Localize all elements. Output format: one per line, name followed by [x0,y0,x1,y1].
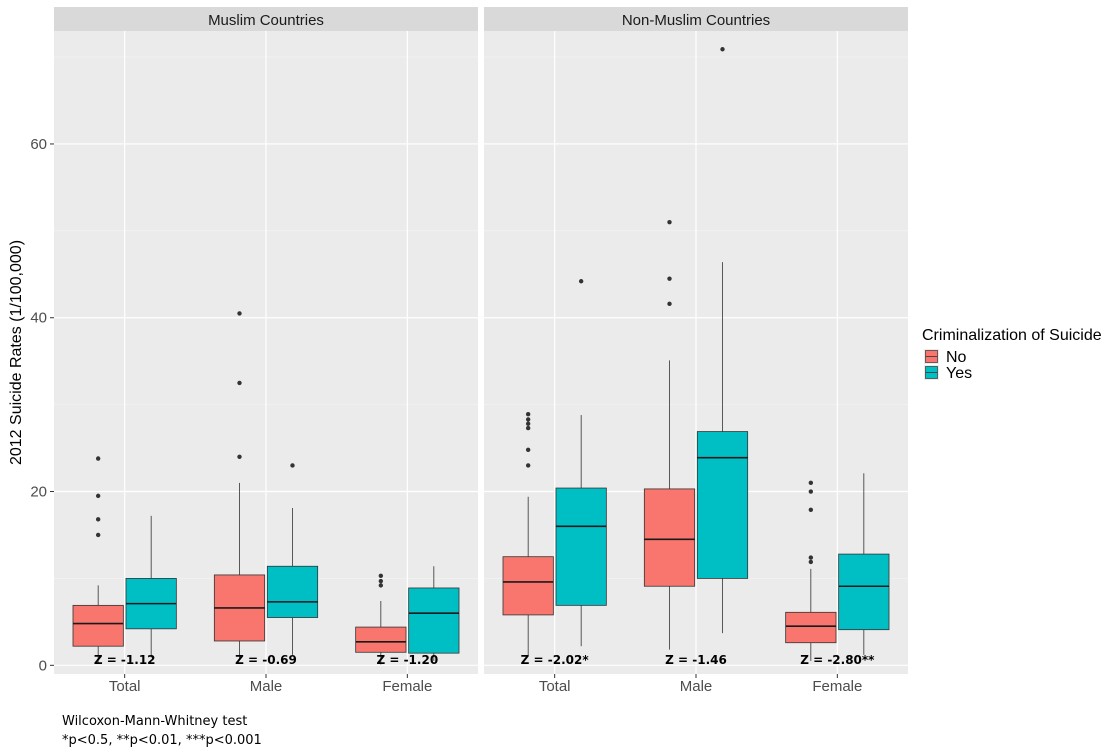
x-tick-label: Male [680,678,713,695]
outlier-point [95,532,101,538]
caption: Wilcoxon-Mann-Whitney test *p<0.5, **p<0… [62,712,262,750]
outlier-point [378,583,384,588]
z-statistic-label: Z = -2.02* [521,653,590,667]
outlier-point [808,559,814,565]
facet-title: Muslim Countries [208,12,324,29]
outlier-point [95,493,101,499]
caption-significance-legend: *p<0.5, **p<0.01, ***p<0.001 [62,733,262,748]
outlier-point [667,276,672,281]
box-no [72,604,124,647]
legend-label-no: No [946,349,967,366]
outlier-point [95,456,101,461]
facet-strip [54,7,478,31]
z-statistic-label: Z = -1.46 [665,653,727,667]
outlier-point [95,517,101,522]
box-no [355,626,407,653]
outlier-point [808,555,814,560]
outlier-point [237,454,242,459]
box-no [502,556,554,616]
z-statistic-label: Z = -0.69 [235,653,297,667]
y-tick-label: 20 [30,484,47,501]
z-statistic-label: Z = -2.80** [800,653,875,667]
legend-label-yes: Yes [946,365,972,382]
box-no [785,611,837,644]
box-no [643,488,696,587]
box-yes [555,487,607,606]
box-yes [266,565,319,618]
outlier-point [525,425,531,431]
outlier-point [378,573,384,579]
x-tick-label: Male [250,678,283,695]
outlier-point [667,301,672,307]
outlier-point [525,417,531,422]
box-yes [696,431,749,579]
outlier-point [237,380,242,386]
y-tick-label: 60 [30,136,47,153]
outlier-point [808,507,814,512]
y-tick-label: 0 [39,657,47,674]
box-yes [408,587,460,654]
outlier-point [290,463,295,468]
x-tick-label: Total [109,678,141,695]
x-tick-label: Total [539,678,571,695]
x-tick-label: Female [812,678,862,695]
outlier-point [720,47,725,52]
x-tick-label: Female [382,678,432,695]
legend-title: Criminalization of Suicide [922,327,1102,344]
y-tick-label: 40 [30,310,47,327]
z-statistic-label: Z = -1.12 [94,653,156,667]
outlier-point [667,219,672,225]
outlier-point [808,480,814,486]
outlier-point [525,463,531,468]
outlier-point [525,421,531,426]
z-statistic-label: Z = -1.20 [376,653,438,667]
outlier-point [525,411,531,417]
outlier-point [525,447,531,453]
facet-strip [484,7,908,31]
box-yes [838,553,890,631]
outlier-point [378,578,384,584]
outlier-point [578,279,584,284]
caption-test-name: Wilcoxon-Mann-Whitney test [62,714,248,729]
facet-title: Non-Muslim Countries [622,12,770,29]
y-axis-title: 2012 Suicide Rates (1/100,000) [8,240,25,465]
outlier-point [237,311,242,316]
outlier-point [808,489,814,494]
